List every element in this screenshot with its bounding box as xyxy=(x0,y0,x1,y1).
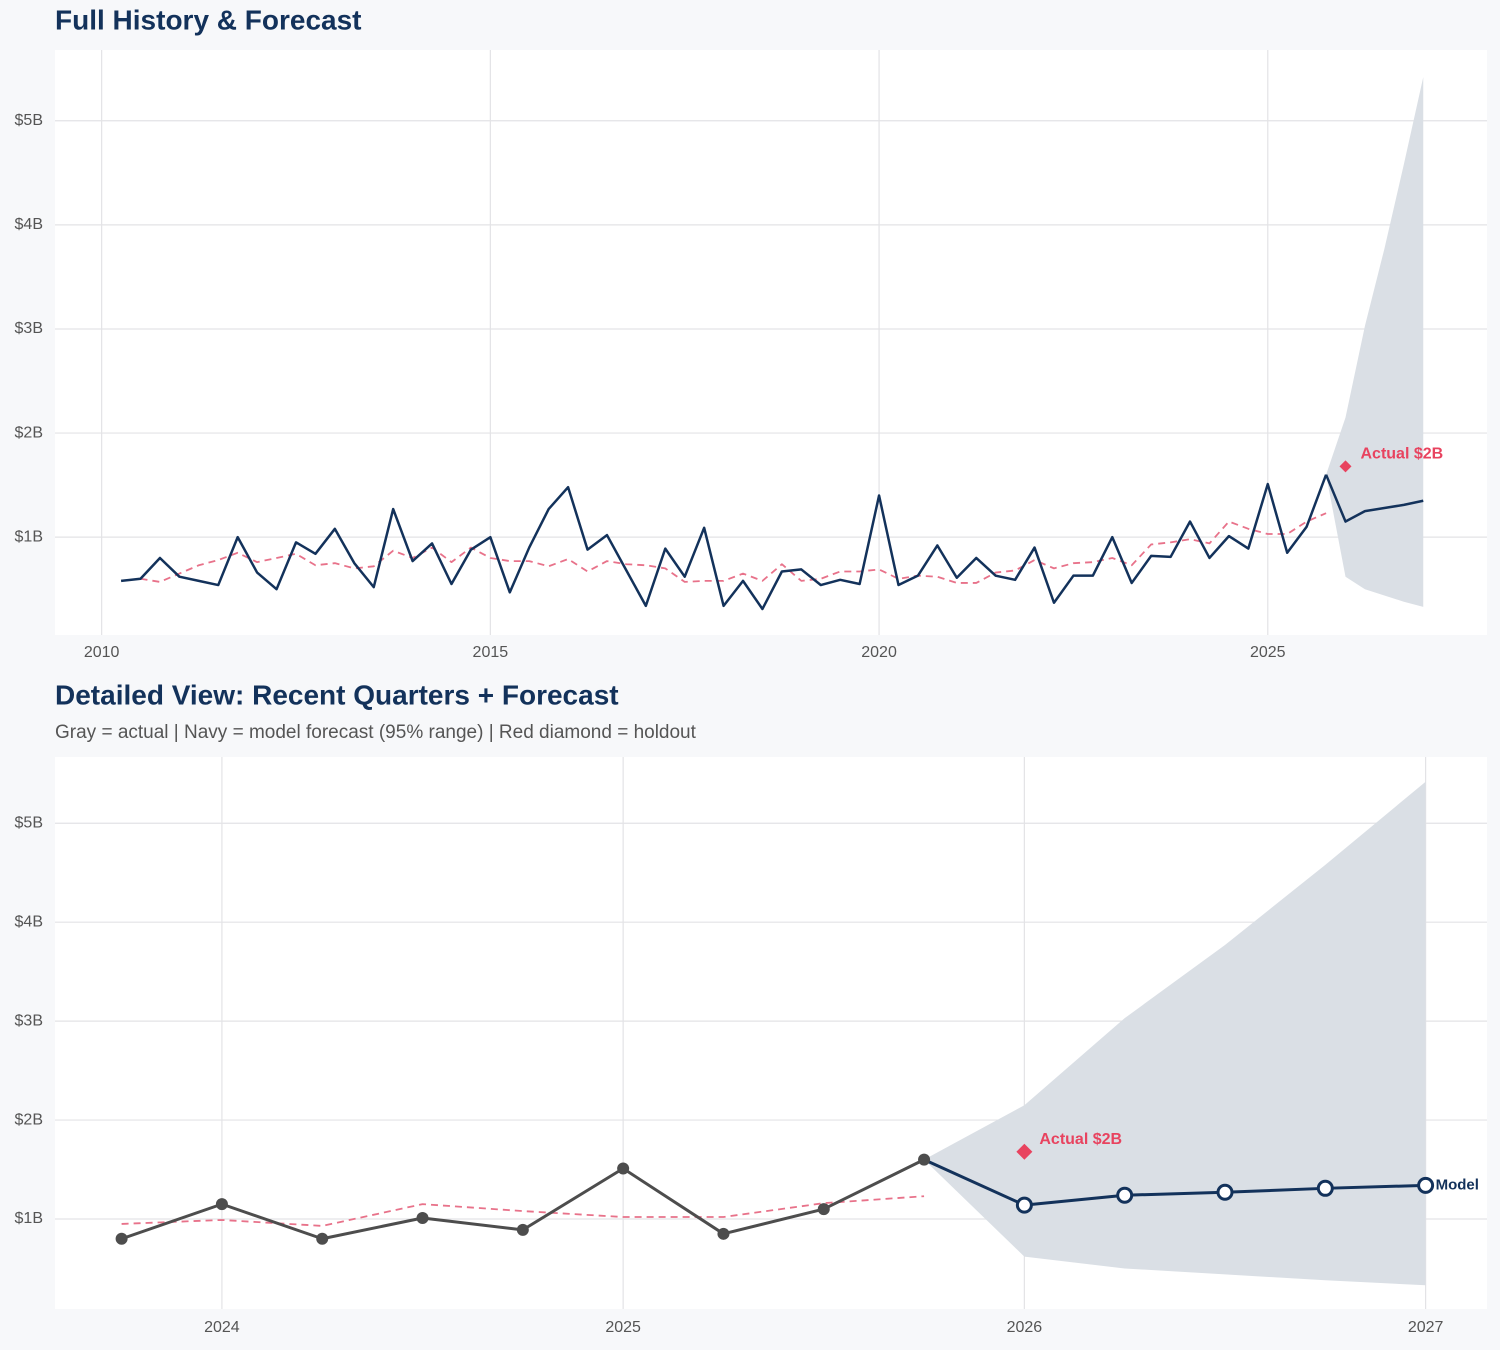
x-tick-label: 2010 xyxy=(84,644,120,661)
data-point xyxy=(1316,1179,1334,1197)
series-line xyxy=(140,512,1327,584)
data-point xyxy=(316,1232,329,1245)
y-tick-label: $5B xyxy=(15,112,43,129)
data-point xyxy=(1015,1196,1033,1214)
data-point xyxy=(817,1203,830,1216)
series-line xyxy=(120,474,1328,611)
y-tick-label: $3B xyxy=(15,1012,43,1029)
data-point xyxy=(918,1153,931,1166)
chart-subtitle: Gray = actual | Navy = model forecast (9… xyxy=(55,722,697,743)
data-point xyxy=(215,1198,228,1211)
y-tick-label: $2B xyxy=(15,1111,43,1128)
x-tick-label: 2025 xyxy=(1250,644,1286,661)
series-line xyxy=(121,1195,925,1227)
holdout-label: Actual $2B xyxy=(1039,1131,1122,1148)
data-point xyxy=(1417,1176,1435,1194)
x-tick-label: 2024 xyxy=(204,1319,240,1336)
data-point xyxy=(717,1227,730,1240)
data-point xyxy=(516,1223,529,1236)
y-tick-label: $1B xyxy=(15,528,43,545)
chart-title: Detailed View: Recent Quarters + Forecas… xyxy=(55,679,619,710)
x-tick-label: 2015 xyxy=(473,644,509,661)
x-tick-label: 2020 xyxy=(861,644,897,661)
series-label: Model xyxy=(1436,1176,1479,1193)
data-point xyxy=(1216,1183,1234,1201)
y-tick-label: $5B xyxy=(15,814,43,831)
series-line xyxy=(923,1158,1426,1207)
y-tick-label: $4B xyxy=(15,913,43,930)
x-tick-label: 2025 xyxy=(605,1319,641,1336)
data-point xyxy=(115,1232,128,1245)
y-tick-label: $1B xyxy=(15,1210,43,1227)
y-tick-label: $3B xyxy=(15,320,43,337)
data-point xyxy=(1116,1186,1134,1204)
holdout-label: Actual $2B xyxy=(1361,446,1444,463)
holdout-marker xyxy=(1339,460,1352,473)
series-line xyxy=(1324,474,1424,523)
y-tick-label: $4B xyxy=(15,216,43,233)
chart-title: Full History & Forecast xyxy=(55,4,362,35)
confidence-band xyxy=(1326,77,1424,607)
x-tick-label: 2026 xyxy=(1007,1319,1043,1336)
data-point xyxy=(416,1211,429,1224)
y-tick-label: $2B xyxy=(15,424,43,441)
data-point xyxy=(617,1162,630,1175)
confidence-band xyxy=(924,781,1426,1286)
x-tick-label: 2027 xyxy=(1408,1319,1444,1336)
plot-area xyxy=(55,50,1487,635)
holdout-marker xyxy=(1016,1143,1033,1160)
